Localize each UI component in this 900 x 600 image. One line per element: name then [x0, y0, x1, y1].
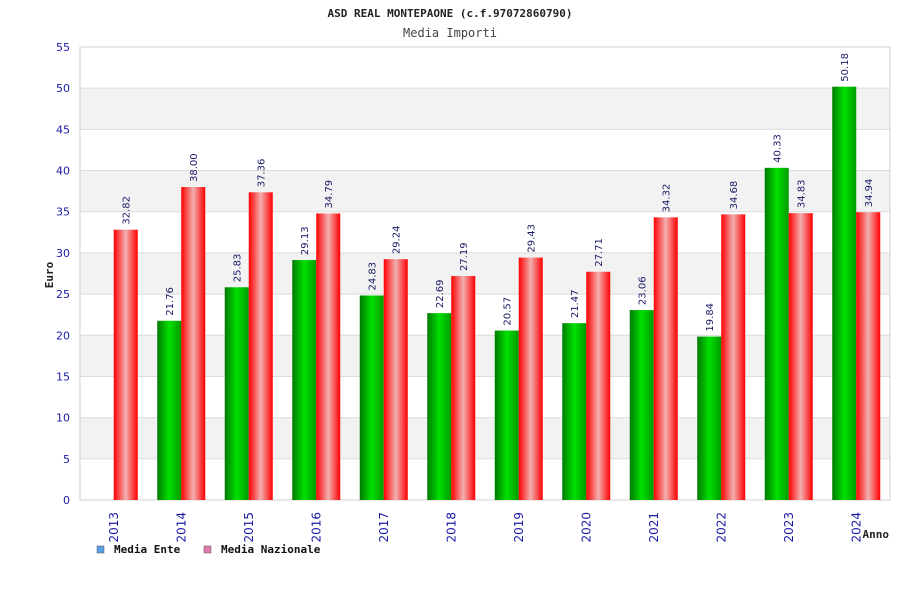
legend-label-media-nazionale: Media Nazionale [221, 543, 321, 556]
data-label: 25.83 [233, 254, 244, 283]
legend-swatch-media-ente [96, 545, 105, 554]
data-label: 21.76 [165, 287, 176, 316]
data-label: 23.06 [638, 276, 649, 305]
bar-media-ente-2020 [562, 323, 587, 500]
bar-media-ente-2022 [697, 336, 722, 500]
y-tick-label: 5 [63, 453, 70, 466]
plot-band [80, 47, 890, 89]
plot-band [80, 129, 890, 171]
data-label: 27.71 [594, 238, 605, 267]
plot-background [80, 47, 890, 500]
data-label: 20.57 [503, 297, 514, 326]
x-tick-label: 2024 [849, 512, 863, 543]
y-tick-label: 15 [56, 370, 70, 383]
y-tick-label: 0 [63, 494, 70, 507]
data-label: 38.00 [189, 153, 200, 182]
x-tick-label: 2017 [377, 512, 391, 543]
plot-band [80, 376, 890, 418]
bar-media-ente-2024 [832, 86, 857, 500]
plot-band [80, 252, 890, 295]
x-tick-label: 2021 [647, 512, 661, 543]
y-tick-label: 20 [56, 329, 70, 342]
y-axis-ticks: 0 5 10 15 20 25 30 35 40 45 50 55 [56, 41, 70, 507]
x-tick-label: 2018 [444, 512, 458, 543]
chart-subtitle: Media Importi [403, 26, 497, 40]
y-tick-label: 35 [56, 206, 70, 219]
bar-media-ente-2023 [764, 167, 789, 500]
bar-media-ente-2018 [427, 313, 452, 500]
bar-media-nazionale-2016 [316, 213, 341, 500]
bar-media-ente-2016 [292, 260, 317, 500]
bar-media-ente-2017 [359, 295, 384, 500]
y-tick-label: 45 [56, 123, 70, 136]
bar-media-nazionale-2024 [856, 212, 881, 501]
data-label: 34.68 [729, 181, 740, 210]
plot-band [80, 335, 890, 377]
bar-media-nazionale-2014 [181, 187, 206, 500]
x-tick-label: 2016 [309, 512, 323, 543]
data-label: 34.32 [662, 184, 673, 213]
bar-media-ente-2014 [157, 320, 182, 500]
x-tick-label: 2014 [174, 512, 188, 543]
data-label: 37.36 [257, 159, 268, 188]
plot-band [80, 294, 890, 336]
data-label: 50.18 [840, 53, 851, 82]
bar-media-nazionale-2022 [721, 214, 746, 500]
y-tick-label: 40 [56, 165, 70, 178]
bar-media-nazionale-2021 [653, 217, 678, 500]
data-label: 29.24 [392, 226, 403, 255]
y-tick-label: 55 [56, 41, 70, 54]
data-label: 21.47 [570, 290, 581, 319]
chart-title: ASD REAL MONTEPAONE (c.f.97072860790) [327, 7, 572, 20]
data-label: 27.19 [459, 242, 470, 271]
legend-label-media-ente: Media Ente [114, 543, 181, 556]
y-tick-label: 50 [56, 82, 70, 95]
x-tick-label: 2023 [782, 512, 796, 543]
bar-media-nazionale-2015 [248, 192, 273, 500]
data-label: 19.84 [705, 303, 716, 332]
y-tick-label: 25 [56, 288, 70, 301]
y-tick-label: 30 [56, 247, 70, 260]
bar-media-nazionale-2023 [788, 213, 813, 501]
bar-media-ente-2019 [494, 330, 519, 500]
data-label: 29.43 [527, 224, 538, 253]
bars [113, 86, 881, 501]
bar-media-nazionale-2020 [586, 271, 611, 500]
plot-band [80, 211, 890, 253]
bar-media-nazionale-2013 [113, 229, 138, 500]
bar-media-nazionale-2018 [451, 276, 476, 500]
data-label: 24.83 [368, 262, 379, 291]
plot-band [80, 458, 890, 500]
x-tick-label: 2020 [579, 512, 593, 543]
x-axis-ticks: 2013 2014 2015 2016 2017 2018 2019 2020 2021 2022… [107, 512, 864, 543]
x-axis-title: Anno [863, 528, 890, 541]
y-tick-label: 10 [56, 412, 70, 425]
x-tick-label: 2013 [107, 512, 121, 543]
data-label: 22.69 [435, 279, 446, 308]
x-tick-label: 2022 [714, 512, 728, 543]
data-label: 32.82 [122, 196, 133, 225]
data-label: 34.83 [797, 179, 808, 208]
x-tick-label: 2019 [512, 512, 526, 543]
data-labels: 32.82 21.76 38.00 25.83 37.36 29.13 34.79 24.83… [122, 53, 876, 332]
legend: Media Ente Media Nazionale [96, 543, 321, 556]
legend-swatch-media-nazionale [203, 545, 212, 554]
data-label: 40.33 [773, 134, 784, 163]
plot-frame [79, 46, 891, 501]
y-axis-title: Euro [43, 261, 56, 288]
data-label: 29.13 [300, 226, 311, 255]
data-label: 34.94 [864, 179, 875, 208]
data-label: 34.79 [324, 180, 335, 209]
plot-band [80, 170, 890, 212]
plot-band [80, 417, 890, 459]
x-tick-label: 2015 [242, 512, 256, 543]
bar-media-nazionale-2017 [383, 259, 408, 500]
plot-band [80, 88, 890, 130]
bar-media-ente-2015 [224, 287, 249, 500]
bar-media-ente-2021 [629, 310, 654, 500]
bar-media-nazionale-2019 [518, 257, 543, 500]
